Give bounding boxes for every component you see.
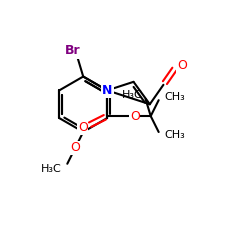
Text: N: N (102, 84, 113, 97)
Text: Br: Br (65, 44, 81, 57)
Text: O: O (177, 60, 187, 72)
Text: H₃C: H₃C (40, 164, 61, 174)
Text: H₃C: H₃C (122, 90, 143, 100)
Text: O: O (78, 121, 88, 134)
Text: CH₃: CH₃ (164, 92, 185, 102)
Text: CH₃: CH₃ (164, 130, 185, 140)
Text: O: O (130, 110, 140, 122)
Text: O: O (70, 141, 80, 154)
